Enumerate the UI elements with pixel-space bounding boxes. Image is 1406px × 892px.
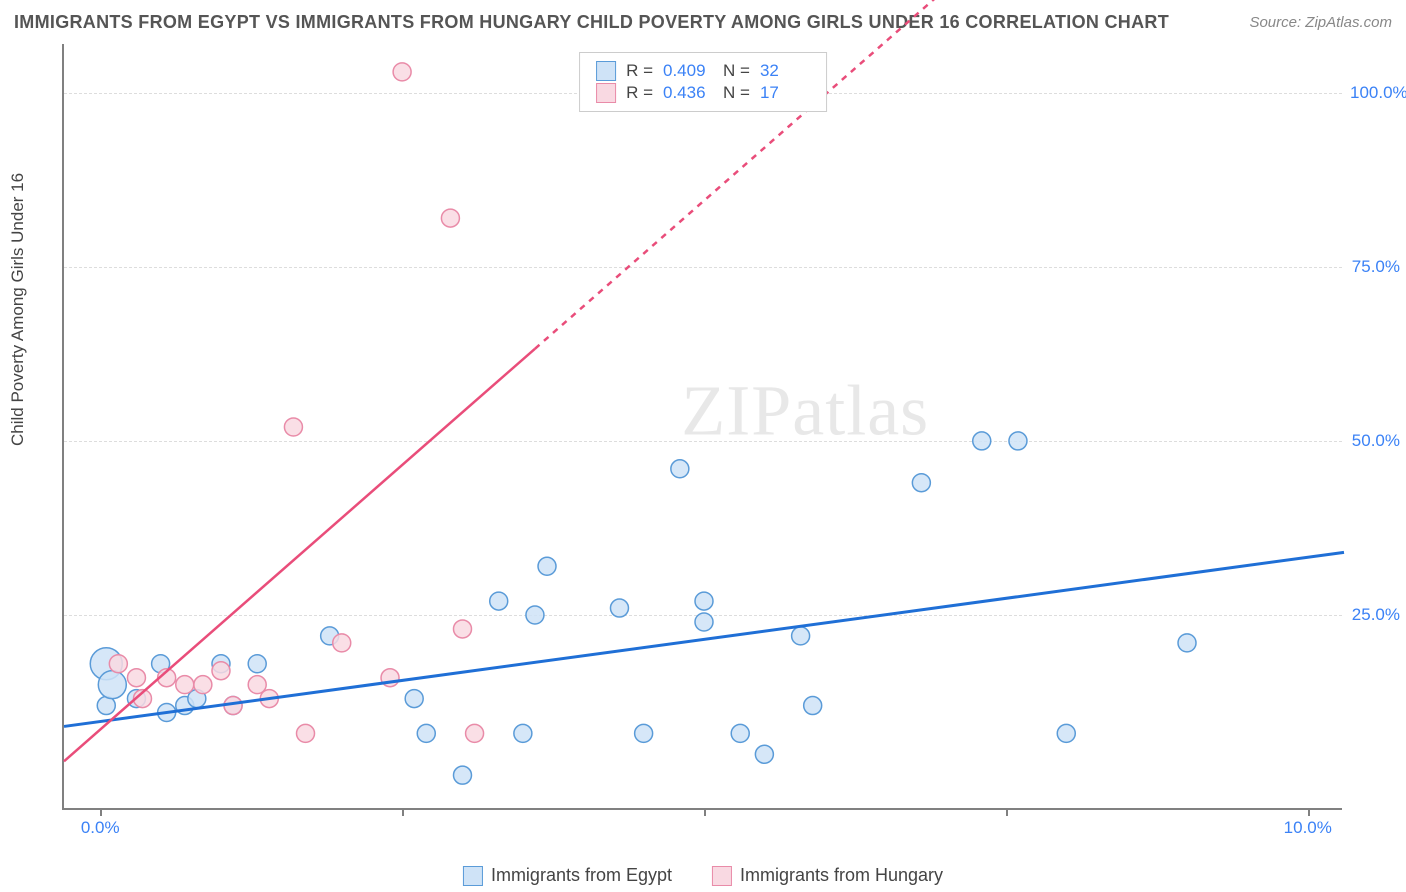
scatter-point bbox=[176, 676, 194, 694]
scatter-point bbox=[127, 669, 145, 687]
legend-swatch bbox=[596, 61, 616, 81]
scatter-svg bbox=[64, 44, 1342, 808]
r-value: 0.436 bbox=[663, 83, 713, 103]
scatter-point bbox=[973, 432, 991, 450]
scatter-point bbox=[98, 671, 126, 699]
y-axis-label: Child Poverty Among Girls Under 16 bbox=[8, 173, 28, 446]
y-tick-label: 75.0% bbox=[1350, 257, 1400, 277]
scatter-point bbox=[212, 662, 230, 680]
scatter-point bbox=[284, 418, 302, 436]
scatter-point bbox=[731, 724, 749, 742]
n-value: 17 bbox=[760, 83, 810, 103]
x-tick bbox=[1006, 808, 1008, 816]
chart-source: Source: ZipAtlas.com bbox=[1249, 14, 1392, 31]
scatter-point bbox=[804, 697, 822, 715]
x-tick bbox=[1308, 808, 1310, 816]
scatter-point bbox=[194, 676, 212, 694]
legend-label: Immigrants from Egypt bbox=[491, 865, 672, 886]
scatter-point bbox=[526, 606, 544, 624]
scatter-point bbox=[248, 655, 266, 673]
trend-line bbox=[64, 552, 1344, 726]
scatter-point bbox=[610, 599, 628, 617]
legend-item: Immigrants from Egypt bbox=[463, 865, 672, 886]
scatter-point bbox=[405, 690, 423, 708]
scatter-point bbox=[333, 634, 351, 652]
r-value: 0.409 bbox=[663, 61, 713, 81]
scatter-point bbox=[695, 613, 713, 631]
scatter-point bbox=[1057, 724, 1075, 742]
scatter-point bbox=[441, 209, 459, 227]
bottom-legend: Immigrants from Egypt Immigrants from Hun… bbox=[463, 865, 943, 886]
scatter-point bbox=[453, 620, 471, 638]
stats-row: R = 0.409 N = 32 bbox=[596, 61, 810, 81]
scatter-point bbox=[393, 63, 411, 81]
x-tick bbox=[704, 808, 706, 816]
scatter-point bbox=[695, 592, 713, 610]
y-tick-label: 25.0% bbox=[1350, 605, 1400, 625]
scatter-point bbox=[466, 724, 484, 742]
scatter-point bbox=[297, 724, 315, 742]
chart-title: IMMIGRANTS FROM EGYPT VS IMMIGRANTS FROM… bbox=[14, 12, 1169, 33]
n-value: 32 bbox=[760, 61, 810, 81]
scatter-point bbox=[490, 592, 508, 610]
stats-box: R = 0.409 N = 32 R = 0.436 N = 17 bbox=[579, 52, 827, 112]
legend-swatch bbox=[463, 866, 483, 886]
stats-row: R = 0.436 N = 17 bbox=[596, 83, 810, 103]
r-label: R = bbox=[626, 61, 653, 81]
legend-label: Immigrants from Hungary bbox=[740, 865, 943, 886]
scatter-point bbox=[514, 724, 532, 742]
trend-line bbox=[64, 349, 535, 761]
y-tick-label: 100.0% bbox=[1350, 83, 1400, 103]
scatter-point bbox=[453, 766, 471, 784]
x-tick-label: 10.0% bbox=[1284, 818, 1332, 838]
r-label: R = bbox=[626, 83, 653, 103]
n-label: N = bbox=[723, 61, 750, 81]
legend-item: Immigrants from Hungary bbox=[712, 865, 943, 886]
scatter-point bbox=[109, 655, 127, 673]
scatter-point bbox=[912, 474, 930, 492]
x-tick-label: 0.0% bbox=[81, 818, 120, 838]
x-tick bbox=[100, 808, 102, 816]
x-tick bbox=[402, 808, 404, 816]
scatter-point bbox=[1178, 634, 1196, 652]
legend-swatch bbox=[712, 866, 732, 886]
legend-swatch bbox=[596, 83, 616, 103]
scatter-point bbox=[792, 627, 810, 645]
scatter-point bbox=[671, 460, 689, 478]
scatter-point bbox=[755, 745, 773, 763]
n-label: N = bbox=[723, 83, 750, 103]
scatter-point bbox=[1009, 432, 1027, 450]
scatter-point bbox=[538, 557, 556, 575]
scatter-point bbox=[635, 724, 653, 742]
plot-area: ZIPatlas 25.0%50.0%75.0%100.0% R =0.409N… bbox=[62, 44, 1342, 810]
y-tick-label: 50.0% bbox=[1350, 431, 1400, 451]
scatter-point bbox=[417, 724, 435, 742]
